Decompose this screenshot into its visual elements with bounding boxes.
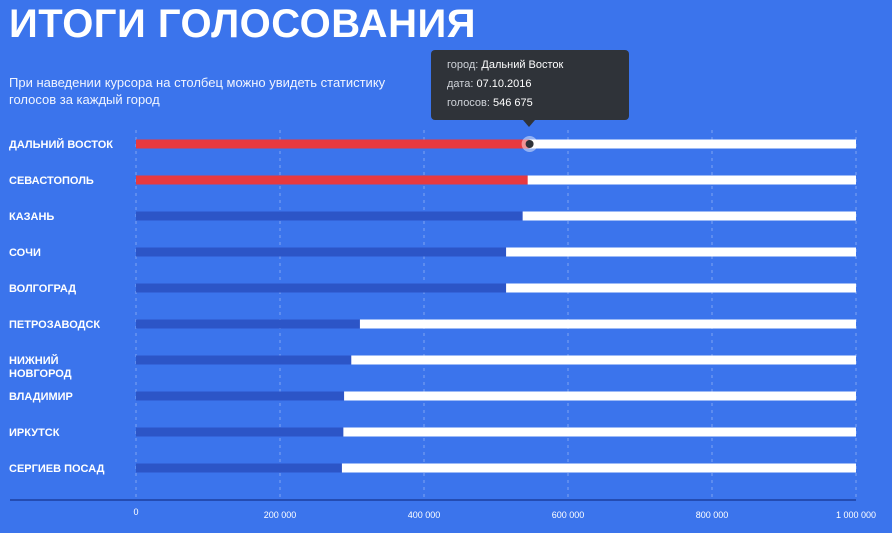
category-label: ВЛАДИМИР xyxy=(9,391,73,403)
category-label: СЕВАСТОПОЛЬ xyxy=(9,175,94,187)
bar-track xyxy=(136,463,856,473)
bar-track xyxy=(136,427,856,437)
category-label: ДАЛЬНИЙ ВОСТОК xyxy=(9,138,113,151)
bar-track xyxy=(136,319,856,329)
category-label: СОЧИ xyxy=(9,247,41,259)
category-label: СЕРГИЕВ ПОСАД xyxy=(9,463,105,475)
bar-track xyxy=(136,355,856,365)
bar[interactable] xyxy=(136,355,352,365)
tooltip-date: дата: 07.10.2016 xyxy=(447,78,532,90)
bar[interactable] xyxy=(136,211,523,221)
bar[interactable] xyxy=(136,283,507,293)
bar[interactable] xyxy=(136,319,360,329)
bar-track xyxy=(136,391,856,401)
tooltip: город: Дальний Восток дата: 07.10.2016 г… xyxy=(431,50,629,127)
category-label: НИЖНИЙ НОВГОРОД xyxy=(9,354,72,380)
page-title: ИТОГИ ГОЛОСОВАНИЯ xyxy=(9,2,476,46)
x-tick-label: 1 000 000 xyxy=(836,510,876,520)
x-tick-label: 600 000 xyxy=(552,510,585,520)
category-label: ИРКУТСК xyxy=(9,427,60,439)
category-label: ПЕТРОЗАВОДСК xyxy=(9,319,100,331)
bar[interactable] xyxy=(136,175,528,185)
tooltip-city: город: Дальний Восток xyxy=(447,59,564,71)
category-label: КАЗАНЬ xyxy=(9,211,54,223)
hover-point[interactable] xyxy=(525,140,534,148)
chart-subtitle: При наведении курсора на столбец можно у… xyxy=(9,75,386,107)
bar[interactable] xyxy=(136,247,507,257)
tooltip-votes: голосов: 546 675 xyxy=(447,97,533,109)
bar[interactable] xyxy=(136,139,530,149)
tooltip-arrow xyxy=(523,120,535,127)
bar[interactable] xyxy=(136,427,344,437)
x-tick-label: 400 000 xyxy=(408,510,441,520)
x-tick-label: 800 000 xyxy=(696,510,729,520)
x-tick-label: 200 000 xyxy=(264,510,297,520)
x-tick-label: 0 xyxy=(133,507,138,517)
bar[interactable] xyxy=(136,463,342,473)
category-label: ВОЛГОГРАД xyxy=(9,283,76,295)
bar[interactable] xyxy=(136,391,345,401)
